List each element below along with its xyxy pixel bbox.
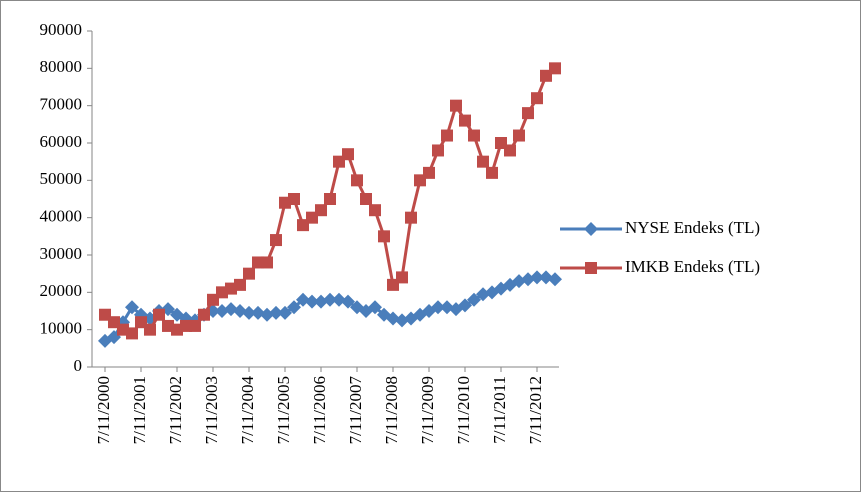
data-point bbox=[521, 272, 535, 287]
data-point bbox=[270, 234, 282, 247]
data-point bbox=[360, 193, 372, 205]
data-point bbox=[332, 292, 346, 307]
x-tick-label: 7/11/2012 bbox=[526, 376, 545, 444]
data-point bbox=[486, 166, 498, 179]
data-point bbox=[234, 278, 246, 291]
x-tick-label: 7/11/2001 bbox=[130, 376, 149, 444]
data-point bbox=[224, 302, 238, 317]
data-point bbox=[531, 92, 543, 105]
data-point bbox=[468, 129, 480, 142]
x-tick-label: 7/11/2003 bbox=[202, 376, 221, 444]
data-point bbox=[396, 271, 408, 284]
data-point bbox=[432, 144, 444, 157]
data-point bbox=[278, 305, 292, 320]
legend-label: NYSE Endeks (TL) bbox=[625, 218, 760, 237]
x-tick-label: 7/11/2000 bbox=[94, 376, 113, 444]
data-point bbox=[315, 204, 327, 217]
data-point bbox=[296, 292, 310, 307]
y-tick-label: 70000 bbox=[40, 95, 83, 114]
data-point bbox=[242, 305, 256, 320]
data-point bbox=[342, 148, 354, 161]
data-point bbox=[341, 294, 355, 309]
x-tick-label: 7/11/2007 bbox=[346, 376, 365, 445]
data-point bbox=[351, 174, 363, 187]
data-point bbox=[395, 313, 409, 328]
y-tick-label: 0 bbox=[74, 356, 83, 375]
data-point bbox=[323, 292, 337, 307]
data-point bbox=[261, 256, 273, 269]
data-point bbox=[423, 166, 435, 179]
x-tick-label: 7/11/2010 bbox=[454, 376, 473, 444]
data-point bbox=[477, 155, 489, 168]
data-point bbox=[378, 230, 390, 243]
x-tick-label: 7/11/2002 bbox=[166, 376, 185, 444]
x-tick-label: 7/11/2008 bbox=[382, 376, 401, 444]
data-point bbox=[305, 294, 319, 309]
y-tick-label: 90000 bbox=[40, 20, 83, 39]
data-point bbox=[405, 211, 417, 224]
legend-label: IMKB Endeks (TL) bbox=[625, 257, 760, 276]
data-point bbox=[368, 300, 382, 315]
data-point bbox=[144, 323, 156, 336]
x-tick-label: 7/11/2009 bbox=[418, 376, 437, 444]
data-point bbox=[539, 270, 553, 285]
legend-marker bbox=[585, 262, 597, 274]
data-point bbox=[512, 274, 526, 289]
data-point bbox=[440, 300, 454, 315]
y-tick-label: 80000 bbox=[40, 57, 83, 76]
data-point bbox=[126, 327, 138, 340]
data-point bbox=[369, 204, 381, 217]
data-point bbox=[269, 305, 283, 320]
data-point bbox=[513, 129, 525, 142]
x-tick-label: 7/11/2004 bbox=[238, 376, 257, 445]
data-point bbox=[467, 292, 481, 307]
data-point bbox=[324, 193, 336, 205]
data-point bbox=[288, 193, 300, 205]
x-tick-label: 7/11/2006 bbox=[310, 376, 329, 444]
data-point bbox=[549, 62, 561, 75]
data-point bbox=[476, 287, 490, 302]
y-tick-label: 60000 bbox=[40, 132, 83, 151]
data-point bbox=[189, 319, 201, 332]
data-point bbox=[530, 270, 544, 285]
data-point bbox=[458, 298, 472, 313]
data-point bbox=[233, 304, 247, 318]
legend-marker bbox=[584, 222, 598, 236]
data-point bbox=[287, 300, 301, 315]
x-tick-label: 7/11/2011 bbox=[490, 376, 509, 444]
data-point bbox=[243, 267, 255, 280]
data-point bbox=[431, 300, 445, 315]
data-point bbox=[153, 308, 165, 321]
y-tick-label: 50000 bbox=[40, 169, 83, 188]
data-point bbox=[459, 114, 471, 127]
y-tick-label: 30000 bbox=[40, 244, 83, 263]
data-point bbox=[504, 144, 516, 157]
data-point bbox=[260, 307, 274, 322]
x-tick-label: 7/11/2005 bbox=[274, 376, 293, 444]
data-point bbox=[548, 272, 562, 287]
data-point bbox=[125, 300, 139, 315]
data-point bbox=[441, 129, 453, 142]
data-point bbox=[314, 294, 328, 309]
data-point bbox=[215, 304, 229, 318]
y-tick-label: 10000 bbox=[40, 319, 83, 338]
data-point bbox=[450, 99, 462, 112]
y-tick-label: 20000 bbox=[40, 281, 83, 300]
data-point bbox=[251, 305, 265, 320]
data-point bbox=[198, 308, 210, 321]
data-point bbox=[522, 107, 534, 120]
y-tick-label: 40000 bbox=[40, 207, 83, 226]
data-point bbox=[386, 311, 400, 326]
